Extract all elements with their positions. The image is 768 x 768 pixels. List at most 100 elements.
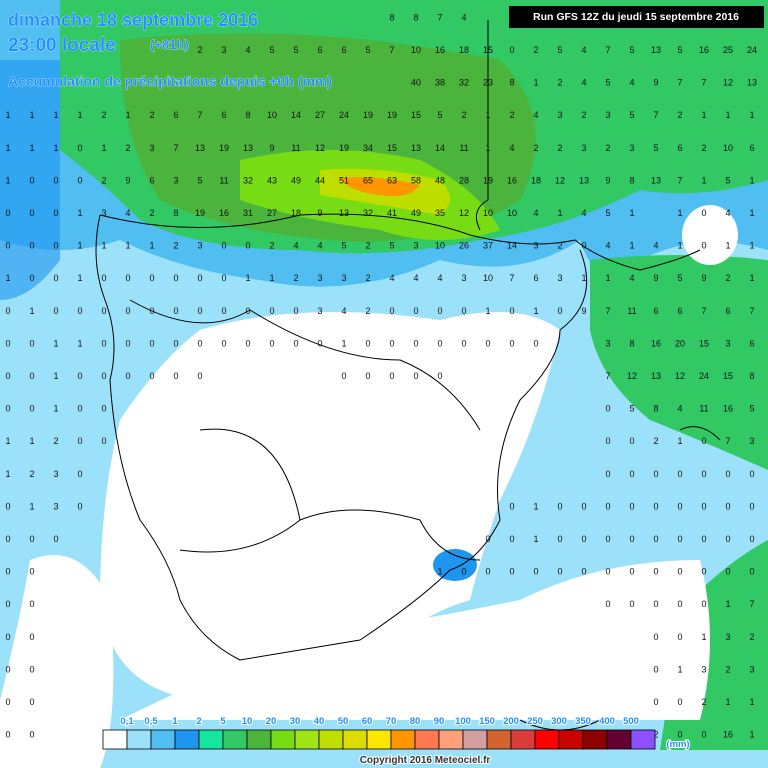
grid-value: 5 (725, 175, 730, 185)
grid-value: 1 (269, 273, 274, 283)
grid-value: 4 (509, 143, 514, 153)
grid-value: 0 (5, 371, 10, 381)
grid-value: 0 (365, 371, 370, 381)
grid-value: 2 (653, 436, 658, 446)
grid-value: 13 (243, 143, 253, 153)
grid-value: 0 (101, 273, 106, 283)
grid-value: 3 (701, 664, 706, 674)
grid-value: 9 (317, 208, 322, 218)
grid-value: 0 (749, 567, 754, 577)
grid-value: 1 (5, 469, 10, 479)
grid-value: 0 (173, 273, 178, 283)
grid-value: 12 (315, 143, 325, 153)
date: dimanche 18 septembre 2016 (8, 10, 258, 30)
grid-value: 1 (533, 501, 538, 511)
grid-value: 1 (725, 697, 730, 707)
grid-value: 19 (339, 143, 349, 153)
grid-value: 2 (293, 273, 298, 283)
run-info: Run GFS 12Z du jeudi 15 septembre 2016 (533, 11, 739, 23)
grid-value: 0 (29, 599, 34, 609)
legend-label: 5 (220, 716, 226, 727)
grid-value: 32 (363, 208, 373, 218)
grid-value: 13 (651, 371, 661, 381)
borders (95, 20, 721, 731)
grid-value: 32 (243, 175, 253, 185)
grid-value: 1 (701, 110, 706, 120)
grid-value: 2 (149, 208, 154, 218)
legend-swatch (438, 729, 464, 750)
grid-value: 0 (149, 273, 154, 283)
grid-value: 0 (629, 567, 634, 577)
grid-value: 9 (605, 175, 610, 185)
grid-value: 7 (605, 45, 610, 55)
grid-value: 0 (245, 241, 250, 251)
grid-value: 3 (317, 306, 322, 316)
grid-value: 0 (29, 567, 34, 577)
grid-value: 0 (5, 730, 10, 740)
grid-value: 0 (389, 371, 394, 381)
grid-value: 65 (363, 175, 373, 185)
grid-value: 0 (53, 208, 58, 218)
legend-swatch (246, 729, 272, 750)
grid-value: 0 (701, 208, 706, 218)
grid-value: 5 (197, 175, 202, 185)
legend-label: 10 (242, 716, 253, 727)
grid-value: 0 (605, 501, 610, 511)
grid-value: 12 (555, 175, 565, 185)
grid-value: 0 (53, 175, 58, 185)
grid-value: 7 (725, 436, 730, 446)
legend-swatch (102, 729, 128, 750)
grid-value: 2 (101, 175, 106, 185)
grid-value: 0 (605, 567, 610, 577)
grid-value: 13 (195, 143, 205, 153)
grid-value: 0 (725, 469, 730, 479)
grid-value: 13 (411, 143, 421, 153)
grid-value: 8 (389, 12, 394, 22)
grid-value: 49 (411, 208, 421, 218)
grid-value: 1 (629, 241, 634, 251)
grid-value: 1 (725, 110, 730, 120)
grid-value: 0 (605, 404, 610, 414)
grid-value: 0 (485, 534, 490, 544)
grid-value: 6 (173, 110, 178, 120)
grid-value: 0 (653, 697, 658, 707)
grid-value: 1 (749, 730, 754, 740)
grid-value: 2 (749, 632, 754, 642)
grid-value: 1 (77, 273, 82, 283)
grid-value: 14 (291, 110, 301, 120)
grid-value: 1 (749, 208, 754, 218)
grid-value: 24 (339, 110, 349, 120)
grid-value: 0 (677, 599, 682, 609)
grid-value: 6 (653, 306, 658, 316)
grid-value: 0 (509, 338, 514, 348)
grid-value: 8 (629, 175, 634, 185)
grid-value: 0 (677, 632, 682, 642)
grid-value: 0 (29, 730, 34, 740)
grid-value: 0 (725, 567, 730, 577)
grid-value: 3 (557, 273, 562, 283)
grid-value: 10 (507, 208, 517, 218)
grid-value: 24 (699, 371, 709, 381)
grid-value: 37 (483, 241, 493, 251)
grid-value: 0 (749, 501, 754, 511)
grid-value: 0 (653, 632, 658, 642)
grid-value: 25 (723, 45, 733, 55)
legend-swatch (606, 729, 632, 750)
grid-value: 28 (459, 175, 469, 185)
grid-value: 8 (629, 338, 634, 348)
grid-value: 3 (53, 469, 58, 479)
grid-value: 0 (509, 567, 514, 577)
grid-value: 0 (53, 273, 58, 283)
grid-value: 4 (581, 45, 586, 55)
grid-value: 58 (411, 175, 421, 185)
grid-value: 7 (437, 12, 442, 22)
grid-value: 0 (125, 338, 130, 348)
grid-value: 0 (677, 697, 682, 707)
legend-label: 70 (386, 716, 397, 727)
grid-value: 2 (53, 436, 58, 446)
grid-value: 7 (389, 45, 394, 55)
grid-value: 15 (411, 110, 421, 120)
grid-value: 5 (749, 404, 754, 414)
grid-value: 0 (629, 501, 634, 511)
grid-value: 1 (29, 306, 34, 316)
